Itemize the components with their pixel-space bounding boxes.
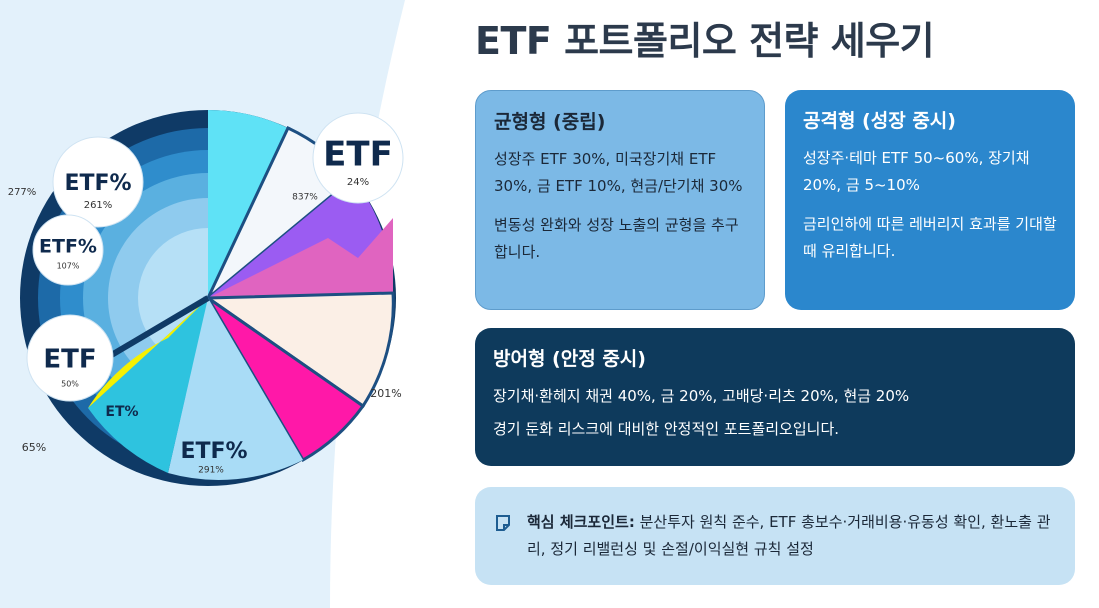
art-label: 291% [198, 466, 224, 476]
art-label: 201% [370, 387, 401, 400]
card-text: 성장주·테마 ETF 50~60%, 장기채 20%, 금 5~10% [803, 149, 1030, 194]
art-label: 24% [347, 177, 369, 188]
card-title: 방어형 (안정 중시) [493, 348, 646, 370]
card-text: 변동성 완화와 성장 노출의 균형을 추구합니다. [494, 216, 739, 261]
art-label: ETF% [39, 236, 97, 258]
art-label: 65% [22, 441, 46, 454]
card-text: 성장주 ETF 30%, 미국장기채 ETF 30%, 금 ETF 10%, 현… [494, 150, 743, 195]
card-text: 금리인하에 따른 레버리지 효과를 기대할 때 유리합니다. [803, 215, 1057, 260]
art-label: ET% [105, 404, 138, 420]
badge [26, 314, 114, 402]
illustration: ETF% 261% ETF% 107% ETF 50% ETF 24% 837% 277% 201%… [0, 0, 405, 608]
note-icon [496, 515, 510, 531]
art-label: ETF% [180, 439, 247, 464]
card-text: 장기채·환헤지 채권 40%, 금 20%, 고배당·리츠 20%, 현금 20… [493, 387, 910, 405]
checkpoint-card: 핵심 체크포인트: 분산투자 원칙 준수, ETF 총보수·거래비용·유동성 확… [475, 487, 1075, 585]
card-title: 균형형 (중립) [494, 111, 606, 133]
checkpoint-label: 핵심 체크포인트: [527, 513, 635, 531]
card: 균형형 (중립) 성장주 ETF 30%, 미국장기채 ETF 30%, 금 ET… [475, 90, 765, 310]
badge [312, 112, 404, 204]
art-label: 107% [57, 262, 80, 271]
art-label: 50% [61, 380, 79, 389]
art-label: 277% [8, 187, 37, 198]
art-label: ETF% [64, 171, 131, 196]
card: 방어형 (안정 중시) 장기채·환헤지 채권 40%, 금 20%, 고배당·리츠… [475, 328, 1075, 466]
art-label: 837% [292, 193, 318, 203]
badge [32, 214, 104, 286]
checkpoint-text: 분산투자 원칙 준수, ETF 총보수·거래비용·유동성 확인, 환노출 관리,… [527, 513, 1051, 558]
card: 공격형 (성장 중시) 성장주·테마 ETF 50~60%, 장기채 20%, 금… [785, 90, 1075, 310]
card-text: 경기 둔화 리스크에 대비한 안정적인 포트폴리오입니다. [493, 420, 840, 438]
card-title: 공격형 (성장 중시) [803, 110, 956, 132]
art-label: 261% [84, 200, 113, 211]
badge [52, 136, 144, 228]
title: ETF 포트폴리오 전략 세우기 [475, 19, 935, 63]
art-label: ETF [43, 345, 96, 375]
art-label: ETF [323, 135, 393, 175]
